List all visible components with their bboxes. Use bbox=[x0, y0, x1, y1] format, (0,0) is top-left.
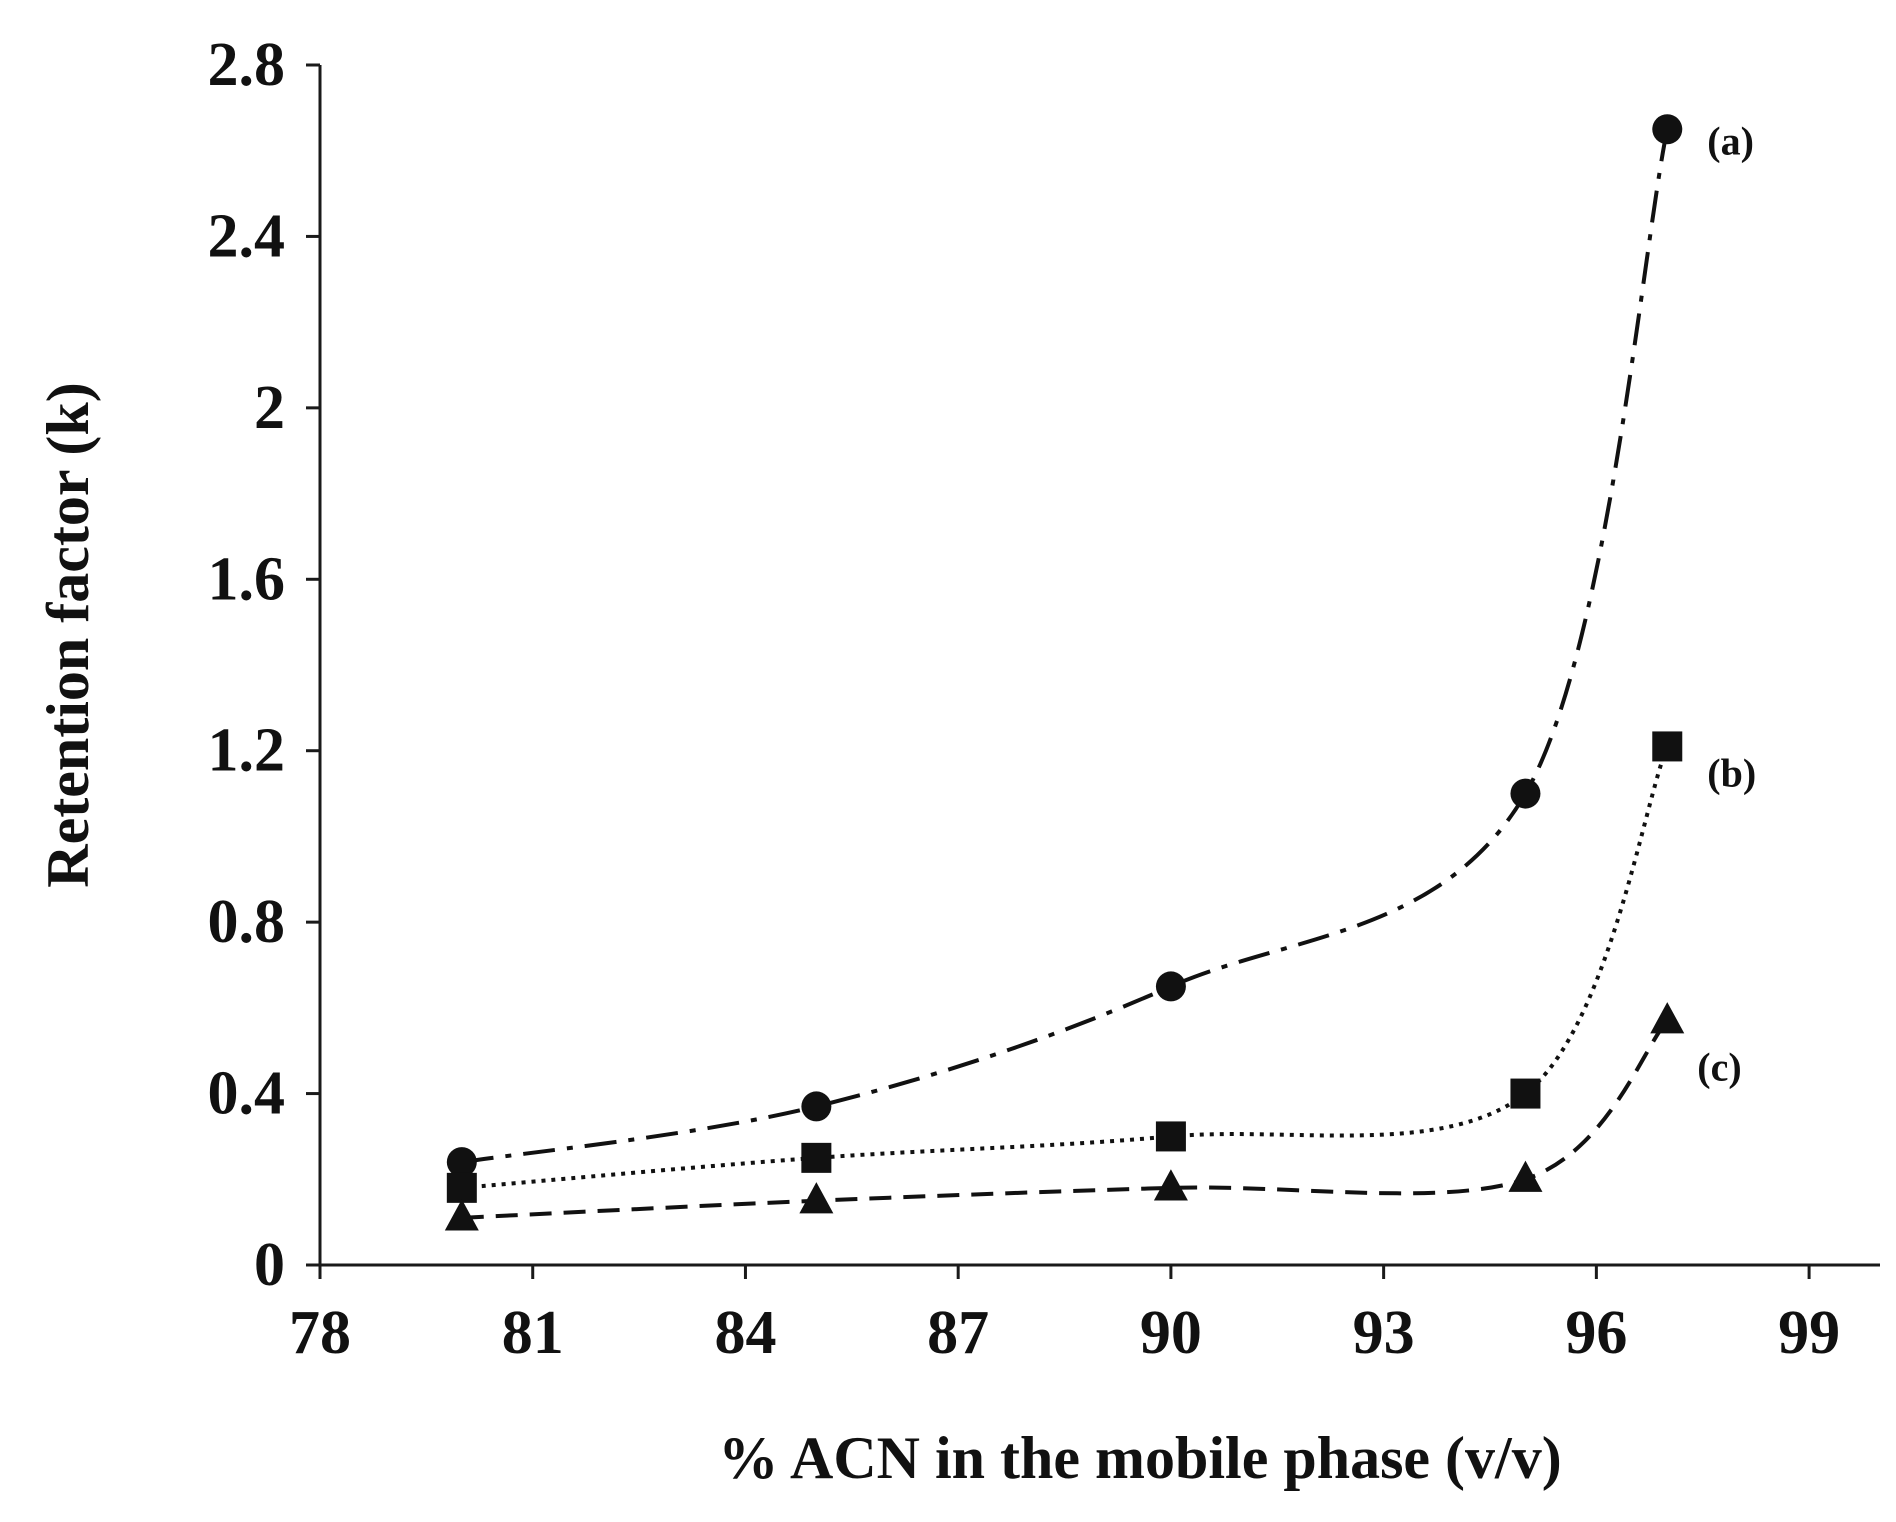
x-tick-label: 99 bbox=[1778, 1299, 1840, 1367]
data-point-square bbox=[446, 1172, 477, 1203]
y-tick-label: 0 bbox=[254, 1231, 285, 1299]
data-point-circle bbox=[801, 1091, 832, 1122]
series-line-2 bbox=[461, 745, 1670, 1190]
x-tick-label: 81 bbox=[502, 1299, 564, 1367]
data-point-square bbox=[1510, 1078, 1541, 1109]
data-point-circle bbox=[1652, 114, 1683, 145]
data-point-triangle bbox=[444, 1199, 479, 1231]
y-tick-label: 2.4 bbox=[208, 202, 286, 270]
axes bbox=[318, 65, 1880, 1267]
x-axis-title: % ACN in the mobile phase (v/v) bbox=[718, 1425, 1561, 1491]
data-point-triangle bbox=[799, 1182, 834, 1214]
y-tick-label: 2 bbox=[254, 374, 285, 442]
y-tick-label: 2.8 bbox=[208, 31, 286, 99]
series-line-1 bbox=[461, 128, 1670, 1165]
series-markers bbox=[444, 114, 1685, 1231]
x-tick-label: 78 bbox=[289, 1299, 351, 1367]
y-axis-ticks: 0 0.4 0.8 1.2 1.6 2 2.4 2.8 bbox=[208, 31, 320, 1299]
x-tick-label: 93 bbox=[1353, 1299, 1415, 1367]
x-tick-label: 84 bbox=[714, 1299, 776, 1367]
series-label: (c) bbox=[1697, 1045, 1741, 1090]
y-tick-label: 1.2 bbox=[208, 717, 286, 785]
x-tick-label: 96 bbox=[1565, 1299, 1627, 1367]
x-tick-label: 90 bbox=[1140, 1299, 1202, 1367]
data-point-square bbox=[801, 1142, 832, 1173]
series-line-3 bbox=[461, 1019, 1669, 1220]
x-tick-label: 87 bbox=[927, 1299, 989, 1367]
data-point-triangle bbox=[1650, 1002, 1685, 1034]
data-point-square bbox=[1155, 1121, 1186, 1152]
data-point-triangle bbox=[1508, 1160, 1543, 1192]
y-tick-label: 0.4 bbox=[208, 1060, 286, 1128]
series-lines bbox=[461, 128, 1670, 1220]
data-point-square bbox=[1652, 731, 1683, 762]
y-tick-label: 0.8 bbox=[208, 888, 286, 956]
data-point-circle bbox=[1155, 971, 1186, 1002]
x-axis-ticks: 78 81 84 87 90 93 96 99 bbox=[289, 1265, 1840, 1367]
data-point-triangle bbox=[1153, 1169, 1188, 1201]
series-label: (a) bbox=[1707, 118, 1754, 163]
data-point-circle bbox=[446, 1147, 477, 1178]
y-axis-title: Retention factor (k) bbox=[35, 382, 101, 887]
y-tick-label: 1.6 bbox=[208, 545, 286, 613]
data-point-circle bbox=[1510, 778, 1541, 809]
series-label: (b) bbox=[1707, 750, 1756, 795]
series-labels: (a) (b) (c) bbox=[1697, 118, 1756, 1089]
